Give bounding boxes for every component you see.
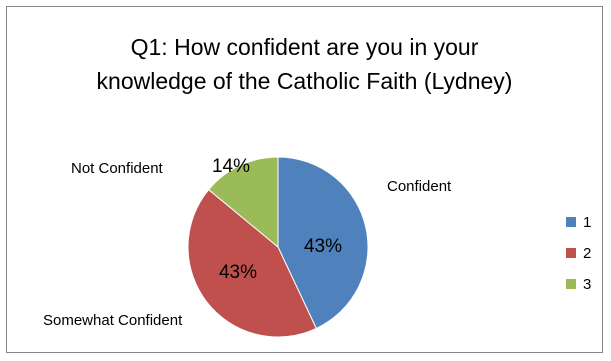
legend-label-3: 3 — [583, 276, 591, 293]
pie-slices — [187, 156, 369, 338]
legend-label-2: 2 — [583, 245, 591, 262]
category-label-not-confident: Not Confident — [71, 160, 164, 177]
legend: 1 2 3 — [566, 214, 591, 293]
chart-title-line-1: Q1: How confident are you in your — [130, 34, 479, 60]
legend-swatch-2 — [566, 248, 576, 258]
pie-slice-2 — [187, 188, 317, 338]
data-label-slice-1: 43% — [304, 236, 342, 257]
legend-swatch-1 — [566, 217, 576, 227]
legend-label-1: 1 — [583, 214, 591, 231]
category-label-confident: Confident — [387, 178, 452, 195]
pie-slice-1 — [277, 156, 369, 330]
pie-slice-3 — [207, 156, 279, 249]
chart-title-line-2: knowledge of the Catholic Faith (Lydney) — [96, 68, 513, 94]
category-label-somewhat-confident: Somewhat Confident — [43, 312, 183, 329]
legend-swatch-3 — [566, 279, 576, 289]
data-label-slice-3: 14% — [212, 156, 250, 177]
chart-title: Q1: How confident are you in your knowle… — [6, 30, 603, 98]
data-label-slice-2: 43% — [219, 262, 257, 283]
